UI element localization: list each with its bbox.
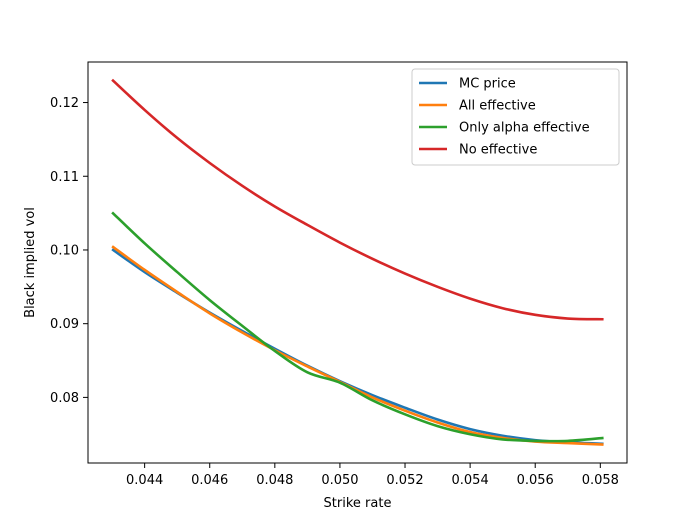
y-tick-label: 0.09 <box>50 317 79 332</box>
y-tick-label: 0.11 <box>50 170 79 185</box>
series-line-no-effective <box>111 78 604 321</box>
legend: MC price All effective Only alpha effectiv… <box>411 68 620 166</box>
x-axis: 0.044 0.046 0.048 0.050 0.052 0.054 0.056 0.058 <box>126 463 619 488</box>
y-tick-label: 0.12 <box>50 96 79 111</box>
x-tick-label: 0.052 <box>386 473 423 488</box>
x-tick-label: 0.056 <box>517 473 554 488</box>
x-tick-label: 0.044 <box>126 473 163 488</box>
y-tick-label: 0.10 <box>50 243 79 258</box>
y-axis: 0.08 0.09 0.10 0.11 0.12 <box>50 96 88 406</box>
x-axis-label: Strike rate <box>324 496 392 511</box>
legend-label-mc-price: MC price <box>459 77 516 92</box>
legend-label-all-effective: All effective <box>459 99 536 114</box>
plot-frame <box>87 61 628 464</box>
legend-box <box>411 68 620 166</box>
legend-label-no-effective: No effective <box>459 143 537 158</box>
series-layer <box>111 78 604 446</box>
x-tick-label: 0.050 <box>321 473 358 488</box>
series-line-only-alpha-effective <box>111 211 604 443</box>
x-tick-label: 0.046 <box>191 473 228 488</box>
y-axis-label: Black implied vol <box>23 207 38 318</box>
x-tick-label: 0.048 <box>256 473 293 488</box>
legend-label-only-alpha-effective: Only alpha effective <box>459 121 590 136</box>
x-tick-label: 0.054 <box>452 473 489 488</box>
y-tick-label: 0.08 <box>50 391 79 406</box>
x-tick-label: 0.058 <box>582 473 619 488</box>
